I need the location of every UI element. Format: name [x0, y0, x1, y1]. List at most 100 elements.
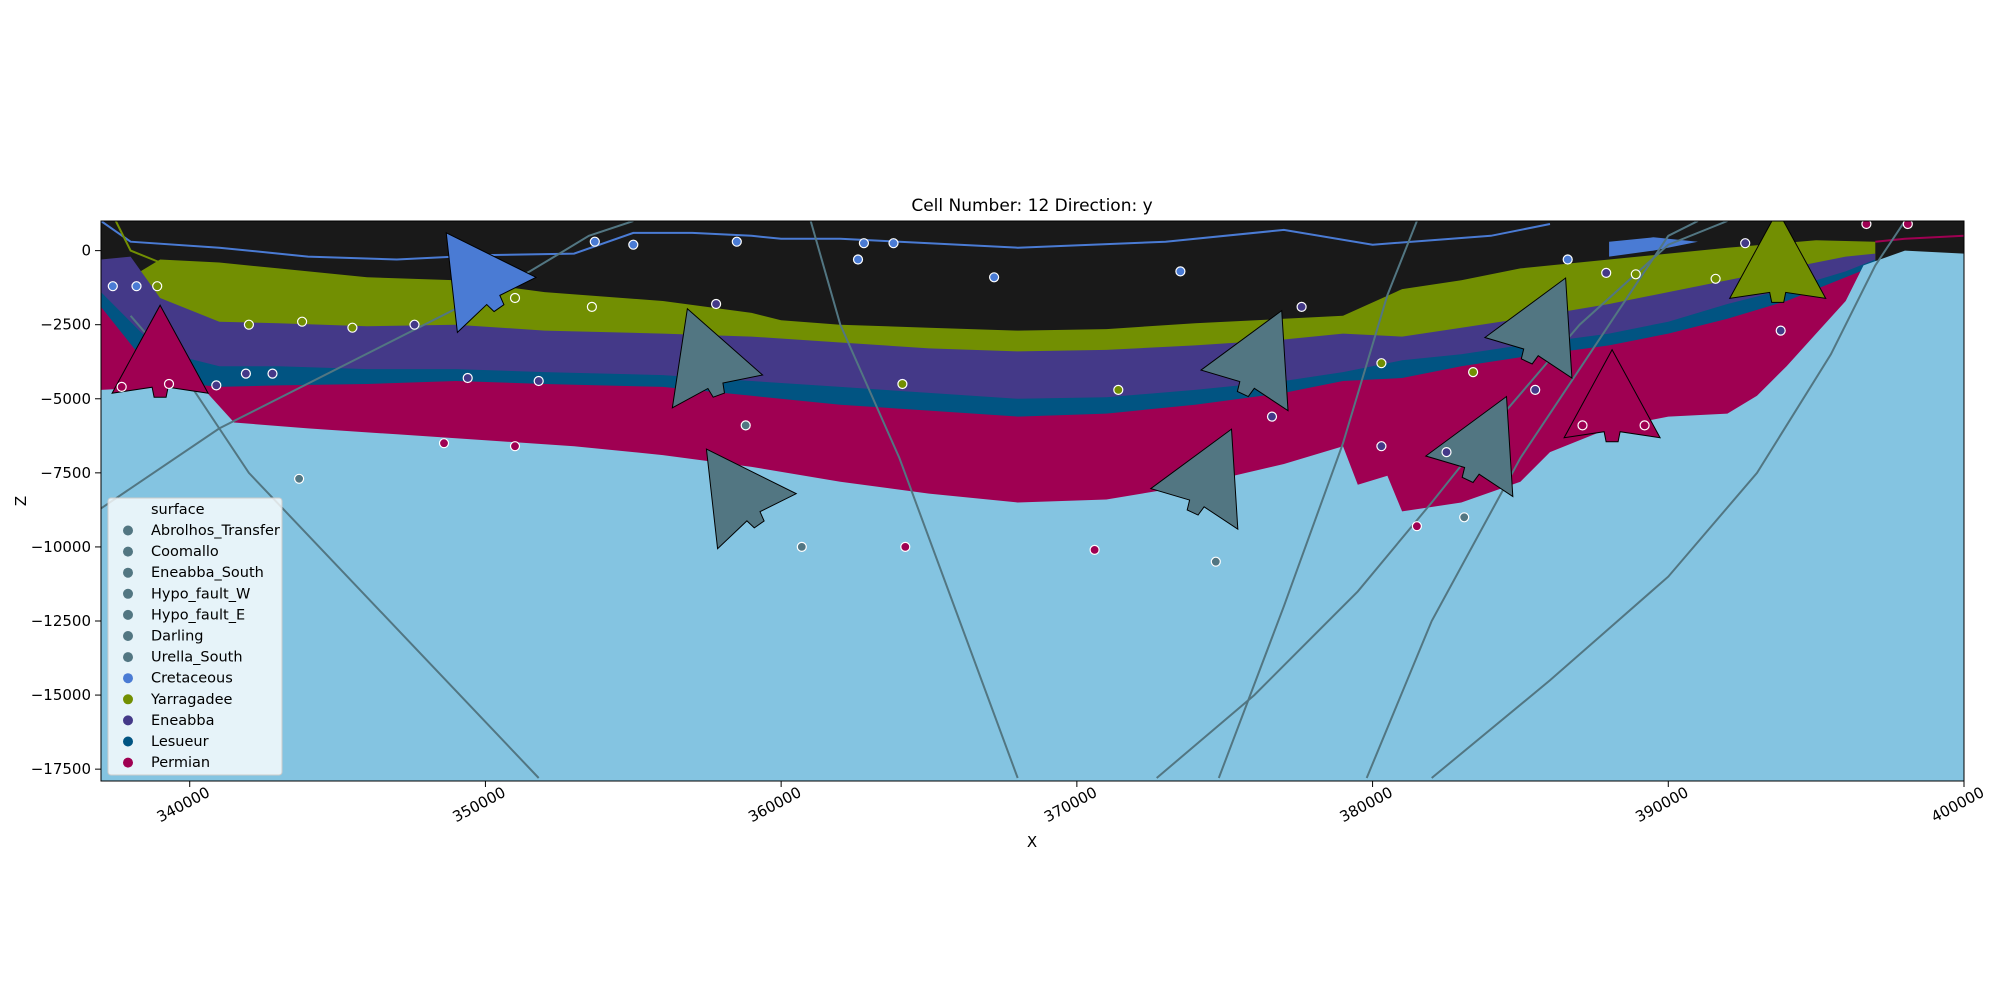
surface-point-eneabba: [211, 380, 222, 391]
x-tick-label: 340000: [154, 783, 213, 826]
fault-line-fault-5: [1217, 221, 1418, 779]
surface-point-cretaceous: [731, 236, 742, 247]
x-tick-label: 380000: [1337, 783, 1396, 826]
legend-entry-label: Eneabba_South: [151, 565, 264, 581]
surface-point-cretaceous: [1562, 254, 1573, 265]
x-tick-label: 400000: [1928, 783, 1987, 826]
orientation-marker-coomallo: [1199, 309, 1289, 412]
legend-marker: [123, 673, 133, 684]
surface-point-eneabba: [1376, 441, 1387, 452]
legend-marker: [123, 736, 133, 747]
legend-entry-label: Yarragadee: [150, 692, 233, 708]
geological-layers: [101, 237, 1964, 781]
surface-point-yarragadee: [1467, 367, 1479, 378]
orientation-marker-cretaceous: [445, 231, 538, 334]
chart-title: Cell Number: 12 Direction: y: [911, 196, 1152, 216]
fault-line-fault-3: [809, 221, 1019, 779]
y-tick-label: −17500: [31, 760, 91, 778]
legend-marker: [123, 694, 133, 705]
surface-point-permian: [116, 381, 127, 392]
x-axis: 340000 350000 360000 370000 380000 390000 4000…: [154, 781, 1987, 826]
surface-points: [107, 221, 1913, 567]
cretaceous-contact-line: [101, 221, 1551, 261]
orientation-marker-hypo_fault_w: [671, 307, 764, 409]
legend-entry-label: Hypo_fault_W: [151, 586, 250, 602]
legend-title: surface: [151, 502, 205, 518]
legend-entry-label: Permian: [151, 755, 210, 771]
legend-marker: [123, 652, 133, 663]
legend-marker: [123, 715, 133, 726]
y-tick-label: −2500: [40, 316, 91, 334]
surface-point-permian: [438, 438, 450, 449]
surface-point-eneabba: [462, 372, 473, 384]
permian-contact-line: [1875, 234, 1964, 243]
surface-point-permian: [1411, 521, 1423, 532]
surface-point-permian: [1577, 420, 1588, 431]
legend-entry-label: Coomallo: [151, 544, 219, 560]
legend-entry-label: Lesueur: [151, 734, 209, 750]
surface-point-permian: [1861, 221, 1872, 230]
x-tick-label: 370000: [1041, 783, 1100, 826]
fault-line-fault-6: [1365, 221, 1699, 779]
surface-point-eneabba: [1775, 325, 1786, 336]
surface-point-permian: [509, 441, 521, 452]
legend-entry-label: Hypo_fault_E: [151, 607, 245, 623]
y-tick-label: −15000: [31, 686, 91, 704]
surface-point-cretaceous: [107, 281, 118, 292]
y-tick-label: 0: [81, 242, 91, 260]
legend-marker: [123, 588, 133, 599]
surface-point-yarragadee: [509, 292, 521, 304]
surface-point-yarragadee: [243, 319, 254, 330]
orientation-marker-abrolhos_transfer: [705, 448, 798, 550]
orientation-markers: [111, 221, 1827, 550]
y-axis-label: Z: [12, 496, 30, 506]
orientation-marker-permian: [111, 304, 210, 398]
surface-point-permian: [1902, 221, 1913, 230]
surface-point-eneabba: [1441, 447, 1452, 458]
surface-point-permian: [163, 378, 175, 390]
legend-marker: [123, 757, 133, 768]
surface-point-yarragadee: [1630, 269, 1641, 280]
y-tick-label: −7500: [40, 464, 91, 482]
fault-line-fault-7: [1431, 221, 1906, 779]
y-axis: 0 −2500 −5000 −7500 −10000 −12500 −15000 −17500: [31, 242, 101, 778]
surface-point-eneabba: [1530, 384, 1541, 395]
x-tick-label: 390000: [1632, 783, 1691, 826]
legend-entry-label: Urella_South: [151, 650, 243, 666]
legend-marker: [123, 631, 133, 641]
y-tick-label: −10000: [31, 538, 91, 556]
surface-point-yarragadee: [897, 378, 908, 390]
surface-point-yarragadee: [297, 316, 308, 327]
surface-point-eneabba: [533, 375, 544, 387]
orientation-marker-eneabba_south: [1149, 428, 1239, 531]
surface-point-hypo_fault_e: [1459, 512, 1470, 523]
legend-marker: [123, 546, 133, 557]
layer-basement: [101, 250, 1964, 781]
orientation-marker-yarragadee: [1728, 221, 1827, 303]
y-tick-label: −5000: [40, 390, 91, 408]
surface-point-permian: [1089, 544, 1100, 556]
surface-point-hypo_fault_w: [740, 420, 751, 431]
surface-point-cretaceous: [628, 239, 639, 250]
surface-point-yarragadee: [1710, 273, 1721, 284]
plot-area: [101, 221, 1964, 781]
surface-point-yarragadee: [1113, 384, 1124, 395]
contact-lines: [101, 221, 1964, 264]
legend: surface Abrolhos_Transfer Coomallo Eneabba…: [107, 497, 283, 776]
surface-point-yarragadee: [586, 301, 598, 312]
surface-point-yarragadee: [152, 281, 163, 292]
surface-point-cretaceous: [589, 236, 600, 247]
legend-entry-label: Darling: [151, 629, 203, 645]
orientation-marker-permian: [1563, 348, 1662, 443]
surface-point-permian: [1639, 420, 1650, 431]
surface-point-yarragadee: [347, 322, 358, 333]
legend-entry-label: Abrolhos_Transfer: [151, 523, 280, 539]
surface-point-eneabba_south: [1210, 556, 1221, 567]
legend-entry-label: Eneabba: [151, 713, 214, 729]
surface-point-eneabba: [1296, 301, 1307, 312]
surface-point-cretaceous: [1175, 266, 1186, 277]
x-axis-label: X: [1027, 833, 1037, 851]
y-tick-label: −12500: [31, 612, 91, 630]
surface-point-eneabba: [409, 319, 420, 330]
plot-frame: [100, 220, 1965, 782]
